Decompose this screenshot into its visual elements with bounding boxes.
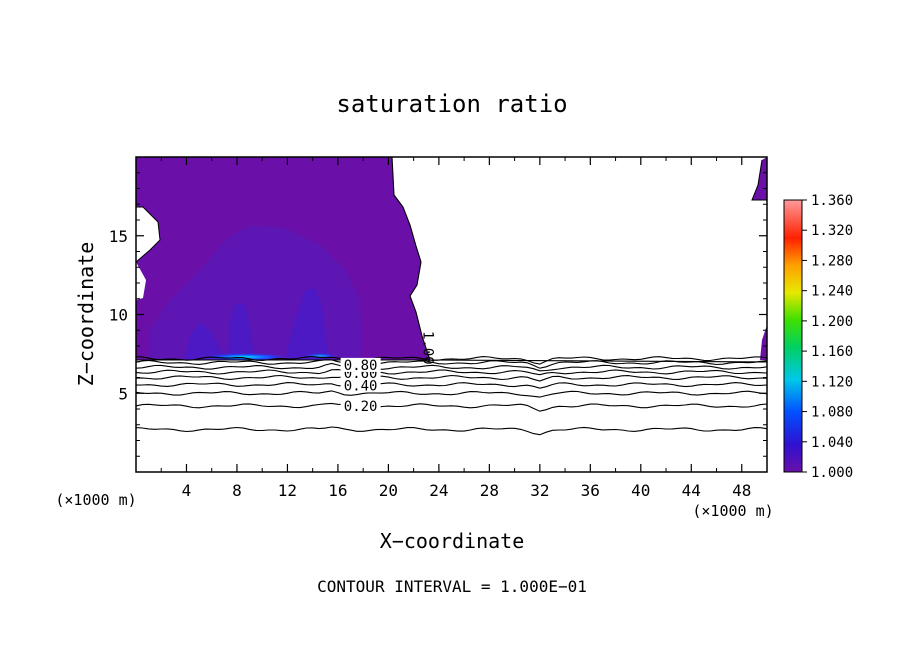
colorbar-tick-label: 1.240 (811, 284, 853, 300)
contour-line (136, 374, 767, 382)
high-saturation-spot-2 (302, 353, 338, 359)
x-tick-label: 4 (182, 481, 192, 500)
colorbar-tick-label: 1.120 (811, 374, 853, 390)
x-tick-label: 8 (232, 481, 242, 500)
field-layer (136, 157, 767, 361)
x-tick-label: 48 (732, 481, 751, 500)
x-tick-label: 24 (429, 481, 448, 500)
contour-line (136, 369, 767, 376)
y-tick-label: 5 (118, 384, 128, 403)
contour-line (136, 426, 767, 436)
x-unit-left: (×1000 m) (55, 491, 136, 509)
x-tick-label: 40 (631, 481, 650, 500)
contour-label: 1.00 (420, 331, 436, 365)
x-unit-right: (×1000 m) (692, 502, 773, 520)
contour-label: 0.20 (344, 399, 378, 415)
colorbar-tick-label: 1.080 (811, 405, 853, 421)
colorbar-tick-label: 1.000 (811, 465, 853, 481)
colorbar-tick-label: 1.320 (811, 223, 853, 239)
colorbar: 1.360 1.320 1.280 1.240 1.200 1.160 1.120 1.080… (783, 193, 853, 481)
x-tick-label: 12 (278, 481, 297, 500)
contour-lines (136, 157, 767, 436)
contour-label-bg (340, 398, 381, 413)
colorbar-tick-label: 1.040 (811, 435, 853, 451)
chart-title: saturation ratio (336, 90, 567, 118)
contour-line (136, 362, 767, 372)
supersaturated-region-right-low (760, 325, 767, 360)
contour-labels: 0.200.400.600.801.00 (340, 331, 436, 415)
contour-line (136, 382, 767, 389)
colorbar-tick-label: 1.200 (811, 314, 853, 330)
x-axis-label: X−coordinate (380, 529, 525, 553)
contour-line (136, 402, 767, 412)
colorbar-ticks: 1.360 1.320 1.280 1.240 1.200 1.160 1.120 1.080… (802, 193, 853, 481)
supersaturated-plume-mid (228, 303, 255, 360)
supersaturated-plume-left (185, 322, 225, 360)
contour-interval-note: CONTOUR INTERVAL = 1.000E−01 (317, 577, 587, 596)
colorbar-tick-label: 1.280 (811, 253, 853, 269)
colorbar-gradient (783, 199, 803, 473)
x-tick-label: 36 (581, 481, 600, 500)
contour-line (136, 356, 767, 365)
contour-line-left (136, 206, 161, 263)
contour-label-bg (340, 357, 381, 372)
x-tick-label: 28 (480, 481, 499, 500)
y-axis-ticks: 5 10 15 (109, 172, 767, 457)
x-tick-label: 32 (530, 481, 549, 500)
high-saturation-spot (200, 353, 290, 361)
contour-label: 0.80 (344, 358, 378, 374)
supersaturated-plume-right (285, 288, 330, 360)
x-tick-label: 20 (379, 481, 398, 500)
contour-line-right (751, 159, 767, 201)
x-tick-label: 44 (682, 481, 701, 500)
contour-label: 0.40 (344, 378, 378, 394)
x-axis-ticks: 4 8 12 16 20 24 28 32 36 40 44 48 (160, 157, 751, 500)
colorbar-tick-label: 1.360 (811, 193, 853, 209)
contour-line (136, 390, 767, 398)
x-tick-label: 16 (328, 481, 347, 500)
contour-line-1-00 (391, 157, 767, 363)
colorbar-tick-label: 1.160 (811, 344, 853, 360)
y-tick-label: 15 (109, 227, 128, 246)
contour-label-bg (340, 378, 381, 393)
y-axis-label: Z−coordinate (74, 242, 98, 387)
y-tick-label: 10 (109, 306, 128, 325)
